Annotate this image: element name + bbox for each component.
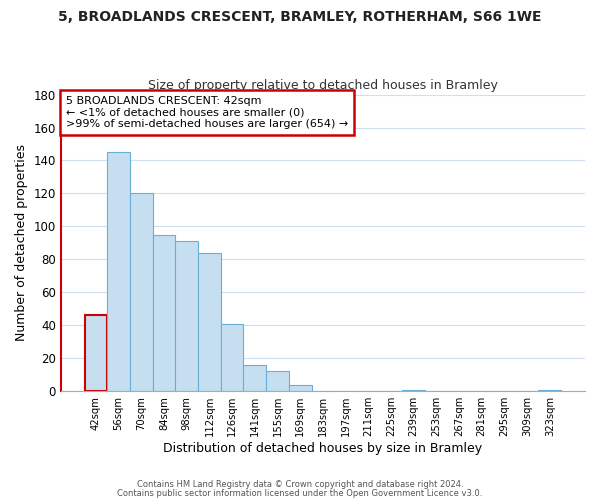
Bar: [198, 253, 221, 391]
Bar: [85, 316, 107, 391]
Text: 5, BROADLANDS CRESCENT, BRAMLEY, ROTHERHAM, S66 1WE: 5, BROADLANDS CRESCENT, BRAMLEY, ROTHERH…: [58, 10, 542, 24]
Bar: [175, 241, 198, 391]
Bar: [289, 384, 311, 391]
Bar: [403, 390, 425, 391]
Bar: [244, 365, 266, 391]
Bar: [266, 372, 289, 391]
Bar: [221, 324, 244, 391]
Text: Contains HM Land Registry data © Crown copyright and database right 2024.: Contains HM Land Registry data © Crown c…: [137, 480, 463, 489]
Bar: [538, 390, 561, 391]
Text: Contains public sector information licensed under the Open Government Licence v3: Contains public sector information licen…: [118, 489, 482, 498]
Bar: [107, 152, 130, 391]
Bar: [130, 194, 152, 391]
Title: Size of property relative to detached houses in Bramley: Size of property relative to detached ho…: [148, 79, 498, 92]
Y-axis label: Number of detached properties: Number of detached properties: [15, 144, 28, 342]
Text: 5 BROADLANDS CRESCENT: 42sqm
← <1% of detached houses are smaller (0)
>99% of se: 5 BROADLANDS CRESCENT: 42sqm ← <1% of de…: [66, 96, 348, 129]
Bar: [152, 234, 175, 391]
X-axis label: Distribution of detached houses by size in Bramley: Distribution of detached houses by size …: [163, 442, 482, 455]
